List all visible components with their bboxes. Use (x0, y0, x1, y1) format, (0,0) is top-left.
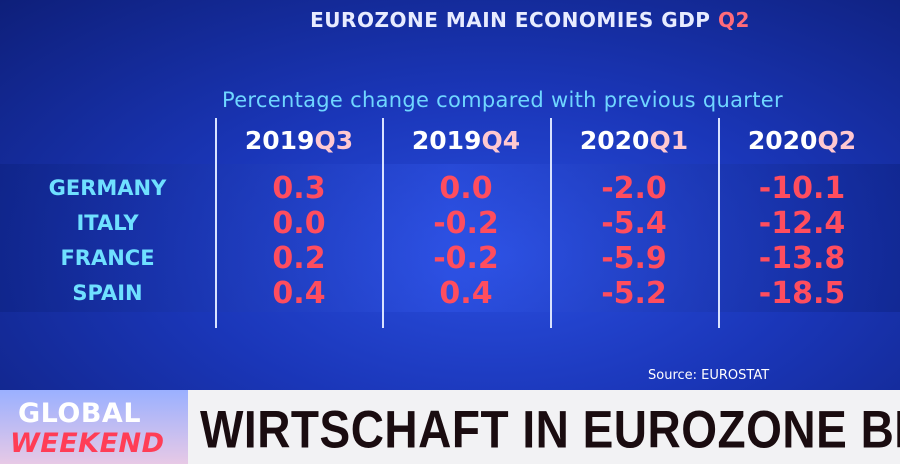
row-label: SPAIN (72, 281, 143, 305)
subtitle: Percentage change compared with previous… (222, 88, 783, 112)
title: EUROZONE MAIN ECONOMIES GDP (310, 8, 711, 32)
column-header: 2019Q3 (216, 126, 382, 155)
source: Source: EUROSTAT (648, 368, 770, 383)
cell-value: -0.2 (433, 206, 499, 241)
cell-value: 0.3 (272, 171, 326, 206)
cell-value: 0.4 (439, 276, 493, 311)
cell-value: 0.0 (439, 171, 493, 206)
header-quarter: Q2 (817, 126, 857, 155)
cell-value: -2.0 (601, 171, 667, 206)
cell-value: -18.5 (758, 276, 846, 311)
cell-value: -5.4 (601, 206, 667, 241)
cell-value: -0.2 (433, 241, 499, 276)
header-quarter: Q1 (649, 126, 689, 155)
column-divider (550, 118, 552, 328)
header-year: 2019 (411, 126, 482, 155)
headline: WIRTSCHAFT IN EUROZONE BRICHT EIN (200, 399, 900, 459)
header-year: 2020 (747, 126, 818, 155)
logo (0, 390, 188, 464)
column-divider (718, 118, 720, 328)
cell-value: 0.2 (272, 241, 326, 276)
column-header: 2020Q1 (551, 126, 717, 155)
header-year: 2020 (579, 126, 650, 155)
cell-value: 0.4 (272, 276, 326, 311)
title-highlight: Q2 (717, 8, 750, 32)
row-label: FRANCE (60, 246, 155, 270)
header-quarter: Q4 (481, 126, 521, 155)
column-header: 2019Q4 (383, 126, 549, 155)
logo-text: WEEKEND (10, 428, 165, 459)
row-label: GERMANY (48, 176, 167, 200)
table-band (0, 164, 900, 312)
column-divider (215, 118, 217, 328)
cell-value: -13.8 (758, 241, 846, 276)
row-label: ITALY (76, 211, 139, 235)
header-year: 2019 (244, 126, 315, 155)
cell-value: -10.1 (758, 171, 846, 206)
column-header: 2020Q2 (719, 126, 885, 155)
title-line: EUROZONE MAIN ECONOMIES GDP Q2 (0, 8, 900, 32)
cell-value: -12.4 (758, 206, 846, 241)
cell-value: -5.2 (601, 276, 667, 311)
logo-text: GLOBAL (18, 398, 142, 429)
header-quarter: Q3 (314, 126, 354, 155)
column-divider (382, 118, 384, 328)
cell-value: -5.9 (601, 241, 667, 276)
cell-value: 0.0 (272, 206, 326, 241)
